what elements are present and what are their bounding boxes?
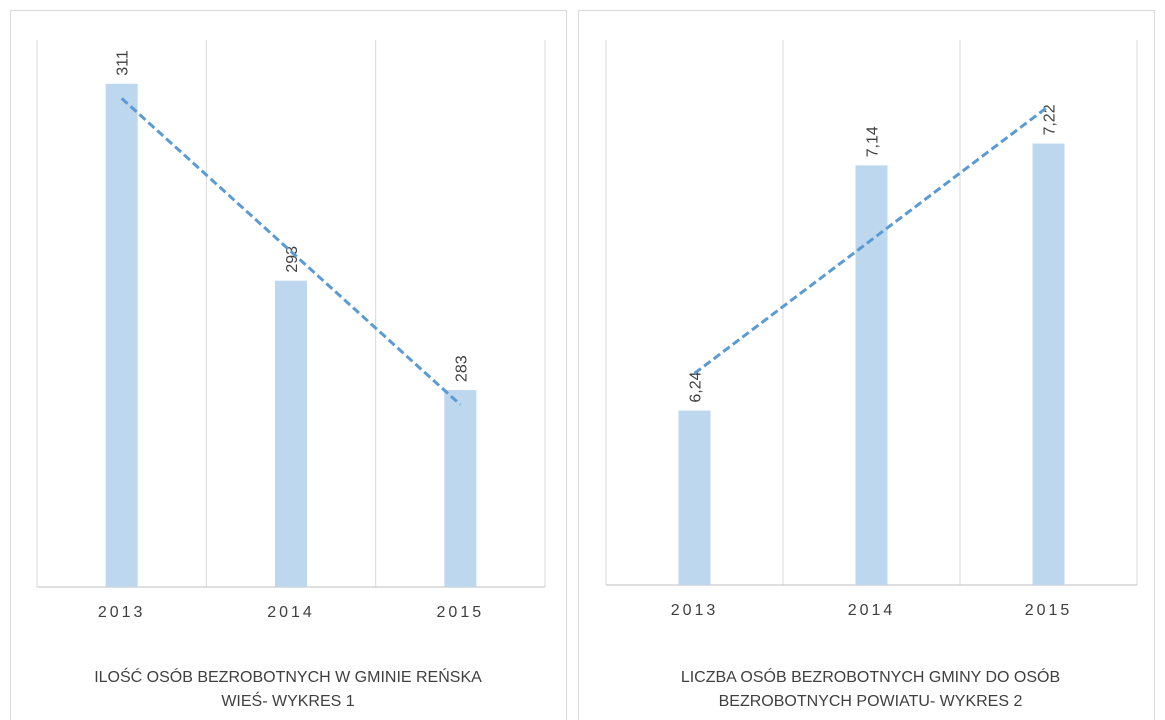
data-label: 283: [453, 355, 470, 382]
x-tick-label: 2014: [848, 602, 896, 619]
panel-border: [10, 10, 567, 720]
bar: [105, 83, 138, 587]
x-tick-label: 2015: [1025, 602, 1073, 619]
bar: [1032, 143, 1065, 586]
bar: [678, 410, 711, 585]
data-label: 311: [115, 50, 132, 76]
data-label: 7,22: [1042, 104, 1059, 135]
bar: [275, 280, 307, 587]
bar: [444, 390, 477, 587]
trendline: [693, 105, 1050, 375]
data-label: 7,14: [865, 126, 882, 157]
trendline: [120, 97, 462, 406]
data-label: 6,24: [688, 371, 705, 402]
x-tick-label: 2015: [437, 604, 485, 621]
x-tick-label: 2013: [671, 602, 719, 619]
chart-title: ILOŚĆ OSÓB BEZROBOTNYCH W GMINIE REŃSKA …: [94, 669, 482, 710]
x-tick-label: 2013: [98, 604, 146, 621]
data-label: 293: [284, 246, 301, 273]
chart-title: LICZBA OSÓB BEZROBOTNYCH GMINY DO OSÓB B…: [680, 669, 1061, 710]
bar: [855, 165, 888, 585]
x-tick-label: 2014: [267, 604, 315, 621]
panel-border: [578, 10, 1155, 720]
